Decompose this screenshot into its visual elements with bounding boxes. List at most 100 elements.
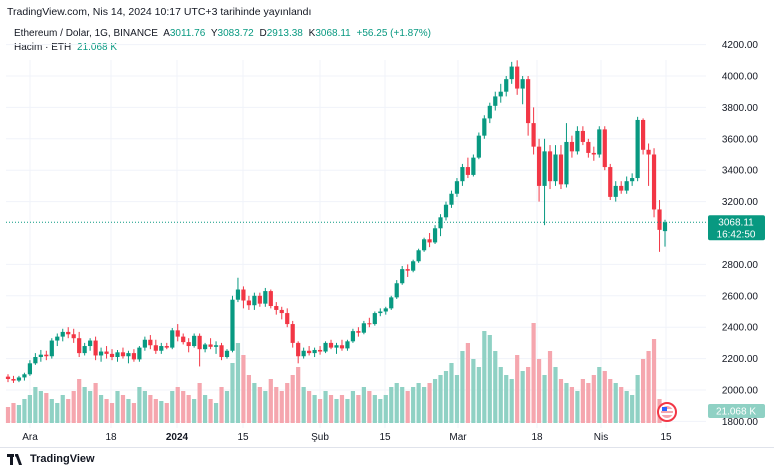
- candle-body: [208, 344, 213, 347]
- candle-body: [372, 313, 377, 325]
- volume-bar: [624, 391, 629, 423]
- candle: [542, 138, 547, 226]
- volume-bar: [471, 359, 476, 423]
- candle-body: [482, 118, 487, 136]
- volume-bar: [235, 343, 241, 423]
- volume-bar: [148, 395, 153, 423]
- candle-body: [487, 105, 492, 119]
- candle: [104, 346, 109, 359]
- footer-brand[interactable]: TradingView: [30, 453, 95, 465]
- candle-body: [498, 91, 503, 97]
- candle: [142, 336, 147, 351]
- candle: [317, 346, 323, 355]
- candle: [657, 200, 662, 252]
- candle: [98, 347, 104, 362]
- last-price-tag: 3068.11 16:42:50: [708, 215, 765, 241]
- volume-bar: [432, 379, 438, 423]
- volume-bar: [93, 383, 98, 423]
- candle-body: [531, 123, 536, 147]
- volume-bar: [613, 383, 618, 423]
- candle-body: [235, 289, 241, 300]
- candle: [509, 61, 514, 84]
- candle: [646, 143, 651, 186]
- candle-body: [5, 376, 11, 380]
- candle: [159, 342, 164, 354]
- candle-body: [558, 154, 564, 185]
- volume-bars: [5, 323, 662, 423]
- volume-bar: [312, 395, 317, 423]
- candle: [438, 214, 443, 237]
- volume-bar: [137, 387, 142, 423]
- volume-bar: [328, 395, 334, 423]
- candle-body: [471, 157, 476, 175]
- volume-bar: [520, 371, 525, 423]
- candle: [624, 176, 629, 194]
- candlestick-chart[interactable]: 4200.00 4000.00 3800.00 3600.00 3400.00 3200.…: [0, 0, 774, 447]
- candle: [454, 178, 460, 197]
- candle: [405, 264, 410, 277]
- volume-bar: [454, 375, 460, 423]
- y-tick-label: 3400.00: [722, 166, 759, 177]
- candle: [460, 163, 465, 186]
- flag-icon[interactable]: [657, 402, 677, 422]
- candle-body: [153, 345, 158, 351]
- volume-bar: [422, 387, 427, 423]
- candle: [651, 148, 657, 218]
- y-tick-label: 2400.00: [722, 323, 759, 334]
- candle-body: [427, 239, 432, 243]
- candle: [591, 146, 596, 161]
- volume-bar: [230, 363, 235, 423]
- candle: [60, 328, 65, 342]
- candle-body: [569, 141, 575, 152]
- candle-body: [646, 149, 651, 155]
- volume-bar: [597, 367, 602, 423]
- candle-body: [120, 352, 126, 357]
- y-tick-label: 2200.00: [722, 354, 759, 365]
- x-tick-label: 18: [105, 432, 117, 443]
- volume-bar: [82, 387, 87, 423]
- close-label: K: [308, 28, 316, 39]
- candle-body: [613, 185, 618, 197]
- volume-bar: [186, 395, 191, 423]
- candle-body: [520, 79, 525, 89]
- volume-value: 21.068 K: [77, 42, 118, 53]
- y-tick-label: 2800.00: [722, 260, 759, 271]
- volume-bar: [159, 401, 164, 423]
- volume-bar: [558, 379, 564, 423]
- volume-bar: [591, 375, 596, 423]
- volume-bar: [498, 367, 503, 423]
- volume-bar: [487, 335, 492, 423]
- candle-body: [224, 350, 230, 358]
- volume-label[interactable]: Hacim · ETH: [14, 42, 72, 53]
- volume-bar: [411, 387, 416, 423]
- volume-bar: [389, 387, 394, 423]
- candle-body: [662, 222, 668, 232]
- candle-body: [608, 167, 613, 197]
- volume-bar: [378, 399, 383, 423]
- volume-bar: [509, 379, 514, 423]
- volume-bar: [44, 393, 49, 423]
- open-value: 3011.76: [169, 28, 206, 39]
- candle-body: [203, 344, 208, 350]
- volume-bar: [66, 399, 71, 423]
- candle-body: [389, 297, 394, 309]
- volume-bar: [427, 383, 432, 423]
- candle: [482, 115, 487, 139]
- candle-body: [219, 345, 224, 358]
- symbol-title[interactable]: Ethereum / Dolar, 1G, BINANCE: [14, 28, 158, 39]
- candle: [192, 333, 197, 348]
- volume-bar: [367, 391, 372, 423]
- candle-body: [285, 313, 290, 325]
- candle: [427, 233, 432, 248]
- candle-body: [422, 239, 427, 251]
- candle: [504, 76, 509, 97]
- volume-bar: [268, 379, 273, 423]
- candle-body: [586, 141, 591, 153]
- candle: [465, 157, 470, 179]
- candle: [323, 341, 328, 354]
- high-label: Y: [210, 28, 218, 39]
- candle: [55, 333, 60, 347]
- volume-bar: [16, 405, 22, 423]
- volume-bar: [602, 371, 607, 423]
- candle-body: [38, 354, 43, 358]
